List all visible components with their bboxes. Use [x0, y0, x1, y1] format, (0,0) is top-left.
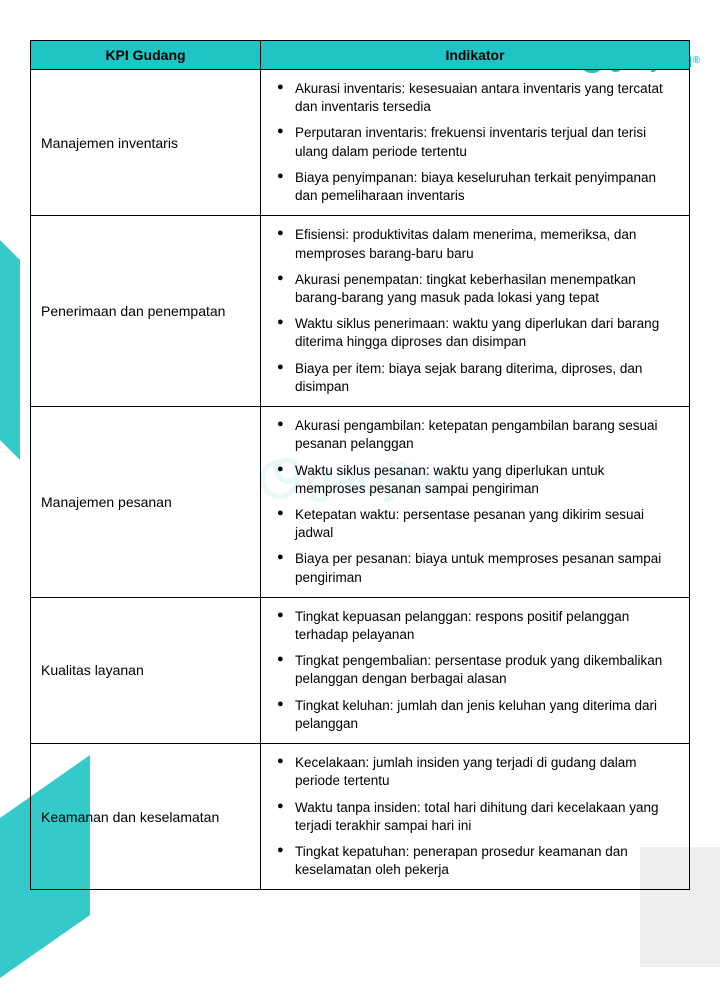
indicator-item: Ketepatan waktu: persentase pesanan yang…	[267, 502, 681, 546]
indicator-item: Efisiensi: produktivitas dalam menerima,…	[267, 222, 681, 266]
table-row: Manajemen inventarisAkurasi inventaris: …	[31, 70, 690, 216]
brand-trademark: ®	[693, 55, 700, 66]
bg-accent-top-left	[0, 180, 20, 460]
indicator-item: Akurasi pengambilan: ketepatan pengambil…	[267, 413, 681, 457]
col-header-kpi: KPI Gudang	[31, 41, 261, 70]
indicator-cell: Efisiensi: produktivitas dalam menerima,…	[261, 216, 690, 407]
col-header-indikator: Indikator	[261, 41, 690, 70]
category-cell: Kualitas layanan	[31, 597, 261, 743]
indicator-list: Akurasi pengambilan: ketepatan pengambil…	[267, 413, 681, 591]
indicator-item: Waktu tanpa insiden: total hari dihitung…	[267, 795, 681, 839]
indicator-list: Efisiensi: produktivitas dalam menerima,…	[267, 222, 681, 400]
category-cell: Keamanan dan keselamatan	[31, 744, 261, 890]
table-row: Kualitas layananTingkat kepuasan pelangg…	[31, 597, 690, 743]
table-row: Keamanan dan keselamatanKecelakaan: juml…	[31, 744, 690, 890]
indicator-list: Akurasi inventaris: kesesuaian antara in…	[267, 76, 681, 209]
indicator-item: Biaya penyimpanan: biaya keseluruhan ter…	[267, 165, 681, 209]
indicator-item: Tingkat kepuasan pelanggan: respons posi…	[267, 604, 681, 648]
indicator-item: Waktu siklus pesanan: waktu yang diperlu…	[267, 458, 681, 502]
indicator-item: Kecelakaan: jumlah insiden yang terjadi …	[267, 750, 681, 794]
indicator-list: Tingkat kepuasan pelanggan: respons posi…	[267, 604, 681, 737]
indicator-cell: Akurasi inventaris: kesesuaian antara in…	[261, 70, 690, 216]
indicator-item: Akurasi penempatan: tingkat keberhasilan…	[267, 267, 681, 311]
indicator-cell: Akurasi pengambilan: ketepatan pengambil…	[261, 407, 690, 598]
indicator-item: Tingkat keluhan: jumlah dan jenis keluha…	[267, 693, 681, 737]
indicator-cell: Kecelakaan: jumlah insiden yang terjadi …	[261, 744, 690, 890]
indicator-item: Akurasi inventaris: kesesuaian antara in…	[267, 76, 681, 120]
table-header-row: KPI Gudang Indikator	[31, 41, 690, 70]
indicator-cell: Tingkat kepuasan pelanggan: respons posi…	[261, 597, 690, 743]
category-cell: Penerimaan dan penempatan	[31, 216, 261, 407]
category-cell: Manajemen pesanan	[31, 407, 261, 598]
indicator-item: Biaya per pesanan: biaya untuk memproses…	[267, 546, 681, 590]
kpi-table: KPI Gudang Indikator Manajemen inventari…	[30, 40, 690, 890]
indicator-item: Tingkat pengembalian: persentase produk …	[267, 648, 681, 692]
indicator-list: Kecelakaan: jumlah insiden yang terjadi …	[267, 750, 681, 883]
category-cell: Manajemen inventaris	[31, 70, 261, 216]
indicator-item: Perputaran inventaris: frekuensi inventa…	[267, 120, 681, 164]
indicator-item: Biaya per item: biaya sejak barang diter…	[267, 356, 681, 400]
kpi-table-body: Manajemen inventarisAkurasi inventaris: …	[31, 70, 690, 890]
indicator-item: Waktu siklus penerimaan: waktu yang dipe…	[267, 311, 681, 355]
table-row: Penerimaan dan penempatanEfisiensi: prod…	[31, 216, 690, 407]
table-row: Manajemen pesananAkurasi pengambilan: ke…	[31, 407, 690, 598]
